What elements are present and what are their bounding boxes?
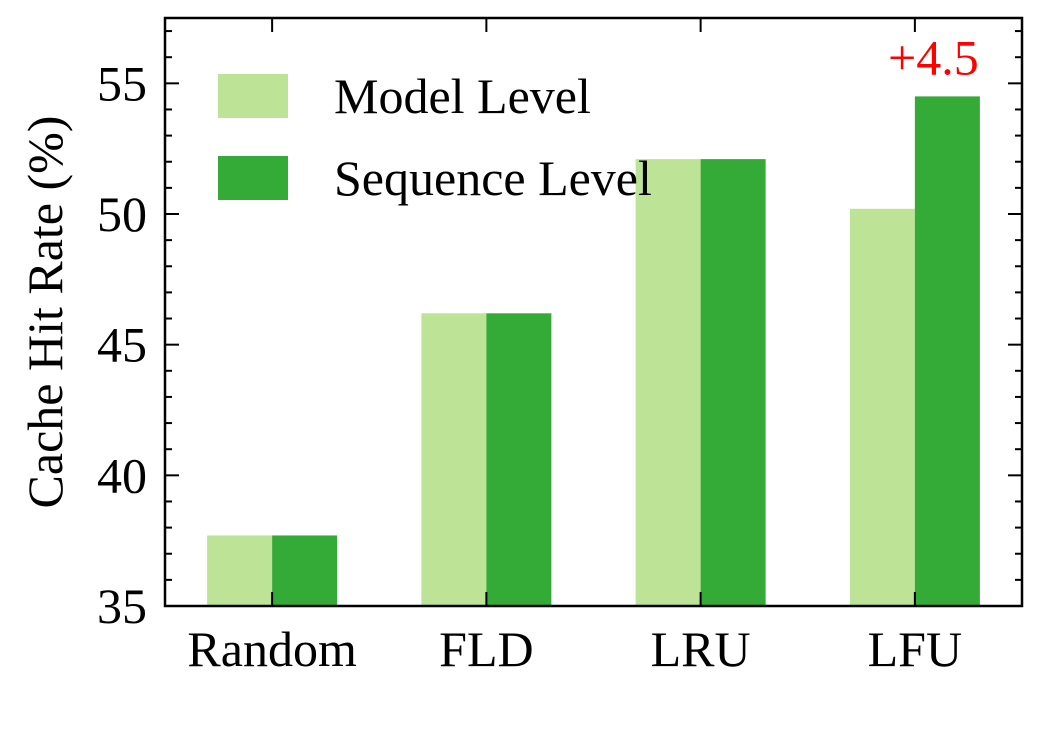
- y-tick-label: 45: [97, 317, 147, 373]
- bar-lru-sequence-level: [700, 159, 766, 606]
- bar-lru-model-level: [635, 159, 701, 606]
- legend: Model Level Sequence Level: [218, 68, 652, 206]
- annotation-gain: +4.5: [888, 29, 979, 85]
- legend-swatch-model-level: [218, 74, 288, 118]
- y-axis-title: Cache Hit Rate (%): [17, 116, 73, 509]
- y-tick-label: 35: [97, 578, 147, 634]
- x-tick-labels: Random FLD LRU LFU: [187, 621, 962, 677]
- y-tick-label: 55: [97, 55, 147, 111]
- bar-fld-model-level: [421, 313, 487, 606]
- y-tick-label: 40: [97, 447, 147, 503]
- legend-label-sequence-level: Sequence Level: [334, 150, 652, 206]
- x-tick-label-lfu: LFU: [868, 621, 962, 677]
- plot-frame: [163, 16, 1024, 608]
- legend-swatch-sequence-level: [218, 156, 288, 200]
- x-tick-label-fld: FLD: [439, 621, 533, 677]
- bar-fld-sequence-level: [486, 313, 552, 606]
- x-tick-label-random: Random: [187, 621, 357, 677]
- y-tick-labels: 35 40 45 50 55: [97, 55, 147, 634]
- y-tick-label: 50: [97, 186, 147, 242]
- bar-random-sequence-level: [272, 535, 338, 606]
- bar-random-model-level: [207, 535, 273, 606]
- x-tick-label-lru: LRU: [651, 621, 751, 677]
- bar-lfu-model-level: [849, 208, 915, 607]
- legend-label-model-level: Model Level: [334, 68, 591, 124]
- bar-lfu-sequence-level: [914, 96, 980, 607]
- bars-layer: [207, 96, 980, 607]
